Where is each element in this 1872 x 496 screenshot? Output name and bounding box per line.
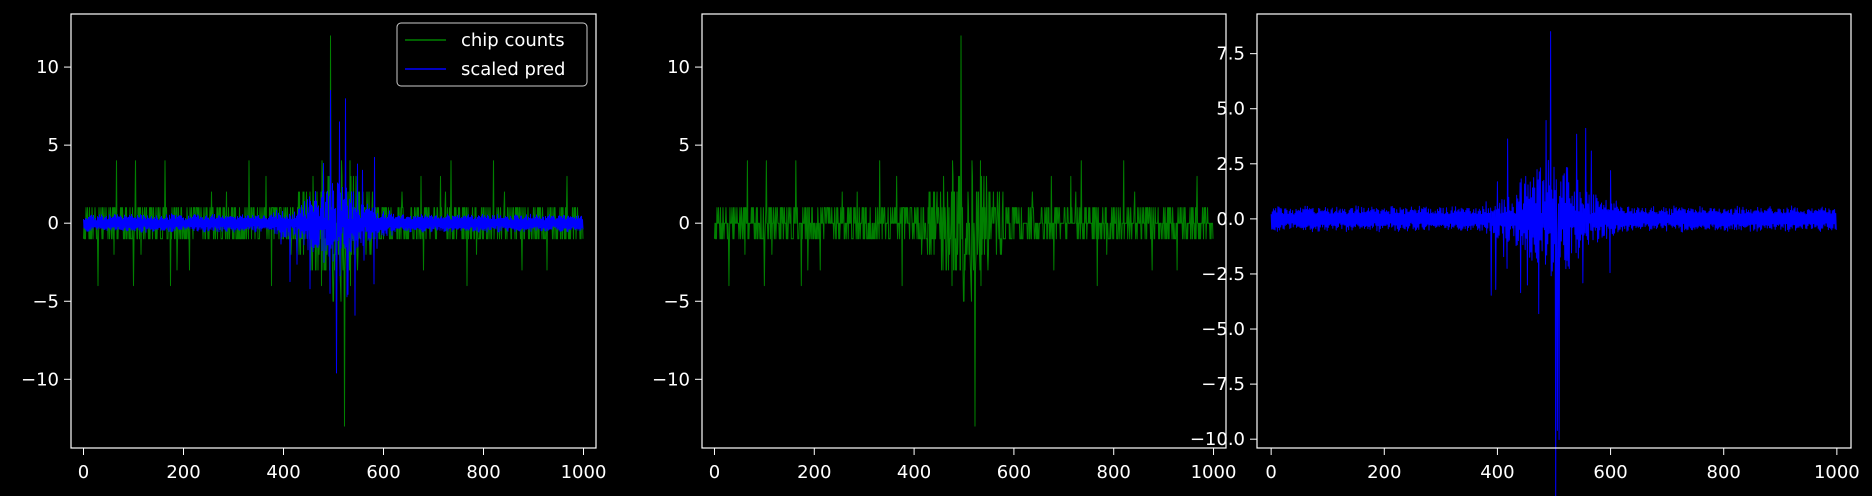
y-tick-label: 5 [48, 135, 59, 156]
y-tick-label: 7.5 [1216, 44, 1245, 65]
plot-area [713, 35, 1214, 427]
chart-panel-combined: 0 200 400 600 800 1000 −10 −5 0 5 10 chip counts s… [21, 13, 606, 483]
axes-frame [1256, 13, 1852, 449]
x-tick-label: 0 [78, 462, 89, 483]
chart-panel-scaled-pred: 0 200 400 600 800 1000 −10.0 −7.5 −5.0 −2.5 0.0 2.5… [1190, 13, 1860, 496]
y-tick-label: −5.0 [1201, 319, 1245, 340]
axis-ticks: 0 200 400 600 800 1000 −10 −5 0 5 10 [21, 57, 606, 483]
y-tick-label: −10.0 [1190, 429, 1245, 450]
axes-frame [70, 13, 597, 449]
chart-panel-chip-counts: 0 200 400 600 800 1000 −10 −5 0 5 10 [652, 13, 1236, 483]
y-tick-label: −10 [652, 369, 690, 390]
y-tick-label: −7.5 [1201, 374, 1245, 395]
series-line-scaled-pred [1270, 31, 1837, 496]
series-line-scaled-pred [83, 90, 584, 374]
y-tick-label: 0.0 [1216, 209, 1245, 230]
axis-ticks: 0 200 400 600 800 1000 −10.0 −7.5 −5.0 −2.5 0.0 2.5… [1190, 44, 1860, 483]
y-tick-label: −2.5 [1201, 264, 1245, 285]
x-tick-label: 1000 [1814, 462, 1860, 483]
x-tick-label: 600 [366, 462, 400, 483]
plot-area [83, 35, 584, 427]
x-tick-label: 200 [797, 462, 831, 483]
legend-box [396, 22, 588, 87]
y-tick-label: −5 [32, 291, 59, 312]
x-tick-label: 800 [466, 462, 500, 483]
y-tick-label: 2.5 [1216, 154, 1245, 175]
y-tick-label: 10 [667, 57, 690, 78]
series-line-chip-counts [713, 35, 1214, 427]
x-tick-label: 0 [1265, 462, 1276, 483]
x-tick-label: 0 [709, 462, 720, 483]
legend: chip counts scaled pred [396, 22, 588, 87]
y-tick-label: 5 [679, 135, 690, 156]
y-tick-label: 0 [48, 213, 59, 234]
y-tick-label: 10 [36, 57, 59, 78]
x-tick-label: 1000 [1191, 462, 1237, 483]
axis-ticks: 0 200 400 600 800 1000 −10 −5 0 5 10 [652, 57, 1236, 483]
axes-frame [701, 13, 1227, 449]
x-tick-label: 600 [997, 462, 1031, 483]
x-tick-label: 1000 [561, 462, 607, 483]
x-tick-label: 600 [1593, 462, 1627, 483]
y-tick-label: −5 [663, 291, 690, 312]
y-tick-label: −10 [21, 369, 59, 390]
x-tick-label: 400 [1480, 462, 1514, 483]
x-tick-label: 400 [897, 462, 931, 483]
y-tick-label: 5.0 [1216, 99, 1245, 120]
x-tick-label: 800 [1097, 462, 1131, 483]
x-tick-label: 800 [1707, 462, 1741, 483]
legend-label-chip-counts: chip counts [461, 30, 565, 51]
x-tick-label: 200 [166, 462, 200, 483]
plot-area [1270, 31, 1837, 496]
x-tick-label: 400 [266, 462, 300, 483]
y-tick-label: 0 [679, 213, 690, 234]
x-tick-label: 200 [1367, 462, 1401, 483]
legend-label-scaled-pred: scaled pred [461, 59, 565, 80]
